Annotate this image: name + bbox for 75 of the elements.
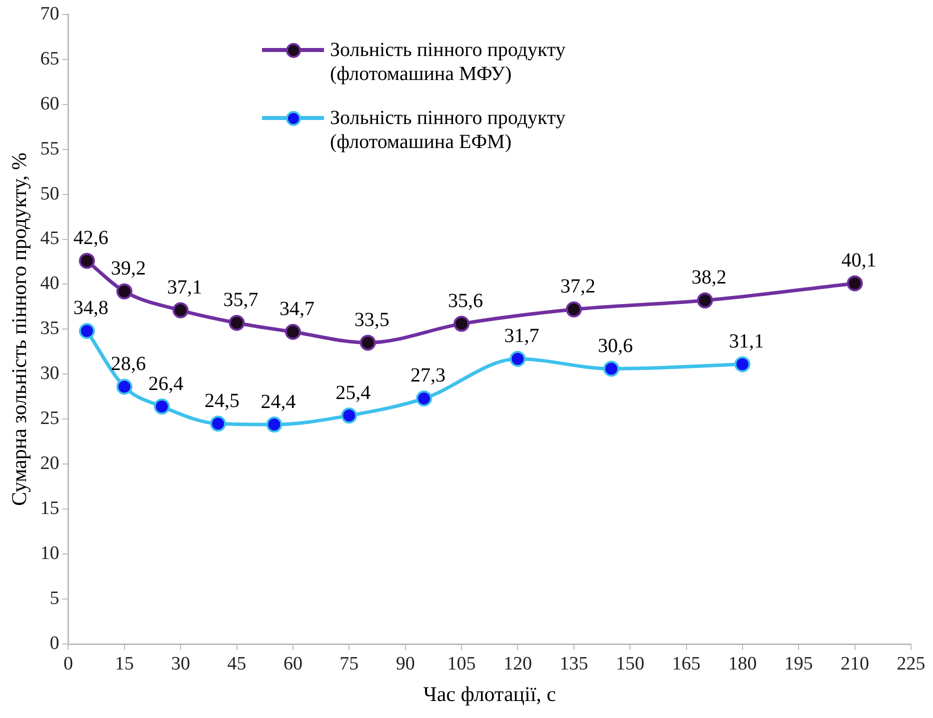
x-tick-label: 15: [114, 653, 134, 674]
point: [228, 314, 245, 331]
x-tick-label: 150: [616, 653, 644, 674]
x-tick-label: 210: [840, 653, 870, 674]
y-tick-label: 25: [40, 408, 60, 430]
y-tick-label: 45: [40, 228, 60, 250]
point: [266, 416, 282, 433]
point: [360, 334, 376, 351]
x-tick-label: 135: [560, 653, 588, 674]
y-tick-label: 55: [40, 138, 60, 160]
data-label: 31,7: [504, 325, 540, 348]
point: [510, 350, 526, 367]
point: [172, 302, 189, 318]
x-tick-label: 45: [227, 653, 246, 674]
data-label: 24,4: [260, 390, 296, 413]
data-label: 33,5: [354, 308, 390, 331]
y-tick-label: 20: [40, 453, 60, 474]
point: [210, 416, 226, 432]
legend-label: Зольність пінного продукту (флотомашина МФУ): [330, 38, 566, 86]
data-label: 25,4: [336, 382, 371, 404]
data-label: 34,7: [279, 298, 314, 320]
y-tick-label: 50: [40, 183, 60, 204]
data-label: 37,2: [560, 276, 596, 298]
point: [416, 390, 432, 406]
data-label: 37,1: [167, 276, 202, 299]
point: [696, 292, 713, 308]
legend-label: Зольність пінного продукту (флотомашина ЕФМ): [330, 106, 566, 154]
data-label: 30,6: [598, 335, 633, 358]
x-tick-label: 0: [63, 653, 73, 674]
y-tick-label: 35: [40, 318, 60, 340]
x-tick-label: 180: [728, 653, 757, 674]
point: [454, 316, 470, 332]
data-label: 28,6: [110, 353, 146, 376]
y-tick-label: 60: [40, 93, 60, 114]
data-label: 39,2: [110, 258, 146, 280]
data-label: 31,1: [728, 330, 764, 353]
data-label: 42,6: [73, 227, 108, 250]
data-label: 35,7: [223, 289, 258, 312]
y-axis-title: Сумарна зольність пінного продукту, %: [7, 152, 32, 506]
x-tick-label: 120: [503, 653, 532, 674]
point: [734, 356, 750, 372]
data-label: 35,6: [448, 290, 484, 312]
point: [566, 301, 582, 318]
point: [341, 408, 358, 424]
x-tick-label: 30: [171, 653, 190, 674]
y-tick-label: 40: [40, 273, 60, 294]
x-tick-label: 75: [340, 653, 359, 674]
y-tick-label: 5: [50, 588, 60, 610]
data-label: 24,5: [204, 390, 240, 412]
y-tick-label: 0: [50, 632, 60, 654]
x-tick-label: 195: [784, 653, 813, 674]
data-label: 34,8: [73, 297, 108, 320]
x-tick-label: 165: [672, 653, 701, 674]
data-label: 38,2: [691, 266, 726, 289]
y-tick-label: 30: [40, 363, 60, 384]
point: [154, 398, 170, 415]
point: [116, 378, 132, 395]
x-tick-label: 225: [896, 653, 926, 674]
data-label: 26,4: [148, 372, 184, 395]
x-axis-title: Час флотації, с: [423, 682, 556, 706]
point: [78, 252, 95, 269]
point: [603, 360, 620, 377]
data-label: 40,1: [841, 250, 876, 272]
data-label: 27,3: [410, 364, 446, 387]
point: [116, 283, 132, 300]
y-tick-label: 70: [40, 3, 60, 24]
y-tick-label: 65: [40, 48, 60, 70]
point: [284, 324, 301, 340]
y-tick-label: 15: [40, 498, 60, 520]
x-tick-label: 60: [283, 653, 302, 674]
y-tick-label: 10: [40, 543, 60, 564]
point: [78, 323, 95, 339]
x-tick-label: 90: [396, 653, 415, 674]
point: [846, 275, 863, 292]
x-tick-label: 105: [447, 653, 476, 674]
